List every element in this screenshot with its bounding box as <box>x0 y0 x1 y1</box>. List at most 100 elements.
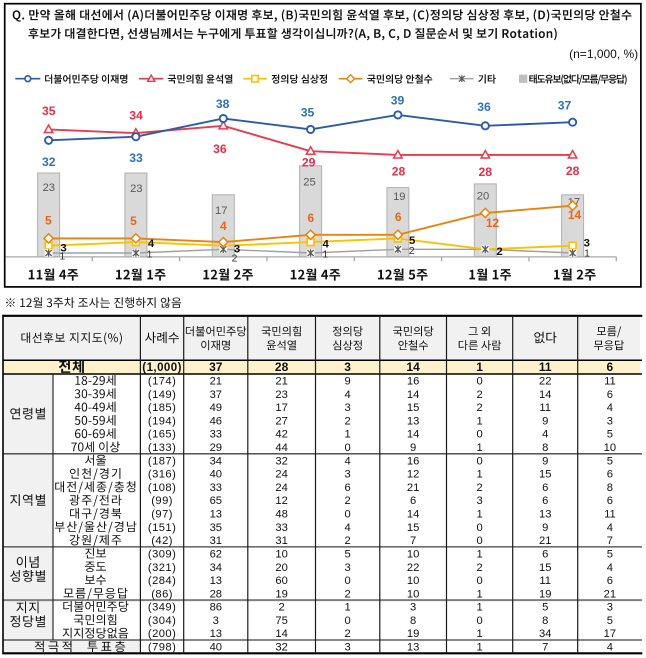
svg-text:1: 1 <box>476 628 482 640</box>
svg-text:(187): (187) <box>148 455 176 467</box>
svg-text:21: 21 <box>407 482 419 494</box>
svg-text:5: 5 <box>130 214 137 228</box>
svg-text:(194): (194) <box>148 415 176 427</box>
svg-text:21: 21 <box>275 376 287 388</box>
svg-text:6: 6 <box>542 548 548 560</box>
svg-text:2: 2 <box>476 402 482 414</box>
svg-text:4: 4 <box>542 429 548 441</box>
svg-text:0: 0 <box>476 575 482 587</box>
svg-text:75: 75 <box>275 615 287 627</box>
svg-text:1: 1 <box>344 602 350 614</box>
svg-text:5: 5 <box>607 615 613 627</box>
svg-text:17: 17 <box>215 205 227 217</box>
svg-text:6: 6 <box>542 482 548 494</box>
svg-text:11: 11 <box>539 402 551 414</box>
svg-text:4: 4 <box>607 522 613 534</box>
svg-text:2: 2 <box>476 389 482 401</box>
svg-text:(n=1,000, %): (n=1,000, %) <box>569 47 638 61</box>
svg-text:3: 3 <box>344 402 350 414</box>
svg-text:14: 14 <box>407 389 419 401</box>
svg-text:(133): (133) <box>148 442 176 454</box>
svg-text:13: 13 <box>210 628 222 640</box>
svg-text:14: 14 <box>568 208 582 222</box>
svg-text:6: 6 <box>308 211 315 225</box>
svg-text:6: 6 <box>607 469 613 481</box>
svg-text:6: 6 <box>344 482 350 494</box>
svg-text:4: 4 <box>344 522 350 534</box>
svg-text:17: 17 <box>604 628 616 640</box>
svg-text:(349): (349) <box>148 602 176 614</box>
svg-text:13: 13 <box>210 575 222 587</box>
svg-text:8: 8 <box>542 442 548 454</box>
svg-text:62: 62 <box>210 548 222 560</box>
svg-text:(309): (309) <box>148 548 176 560</box>
svg-text:3: 3 <box>476 495 482 507</box>
svg-text:10: 10 <box>407 588 419 600</box>
svg-text:2: 2 <box>476 562 482 574</box>
svg-text:2: 2 <box>496 246 502 258</box>
svg-text:(86): (86) <box>151 588 173 600</box>
svg-text:(200): (200) <box>148 628 176 640</box>
svg-text:1: 1 <box>476 548 482 560</box>
svg-text:4: 4 <box>148 238 155 250</box>
svg-text:1: 1 <box>476 442 482 454</box>
svg-text:16: 16 <box>407 455 419 467</box>
svg-text:19: 19 <box>539 588 551 600</box>
svg-text:39: 39 <box>391 94 405 108</box>
svg-text:11: 11 <box>539 575 551 587</box>
svg-text:4: 4 <box>323 239 330 251</box>
svg-text:17: 17 <box>275 402 287 414</box>
svg-text:3: 3 <box>344 360 351 374</box>
svg-text:33: 33 <box>275 522 287 534</box>
svg-text:1: 1 <box>476 602 482 614</box>
svg-text:31: 31 <box>210 535 222 547</box>
svg-text:2: 2 <box>344 628 350 640</box>
svg-text:14: 14 <box>407 429 419 441</box>
svg-text:32: 32 <box>42 155 56 169</box>
svg-text:0: 0 <box>476 429 482 441</box>
svg-text:12: 12 <box>407 469 419 481</box>
svg-text:36: 36 <box>213 142 227 156</box>
svg-text:15: 15 <box>539 469 551 481</box>
svg-text:4: 4 <box>607 402 613 414</box>
svg-text:28: 28 <box>392 164 406 178</box>
svg-text:0: 0 <box>344 442 350 454</box>
svg-text:5: 5 <box>607 548 613 560</box>
svg-text:31: 31 <box>275 535 287 547</box>
svg-text:14: 14 <box>407 509 419 521</box>
svg-text:33: 33 <box>210 482 222 494</box>
svg-text:3: 3 <box>344 642 350 654</box>
svg-text:9: 9 <box>410 442 416 454</box>
svg-text:2: 2 <box>232 253 238 264</box>
svg-text:13: 13 <box>539 509 551 521</box>
svg-text:33: 33 <box>210 429 222 441</box>
svg-text:(165): (165) <box>148 429 176 441</box>
svg-text:(1,000): (1,000) <box>142 362 182 374</box>
svg-text:34: 34 <box>129 108 143 122</box>
svg-text:28: 28 <box>210 588 222 600</box>
svg-text:5: 5 <box>607 429 613 441</box>
svg-text:60: 60 <box>275 575 287 587</box>
svg-text:(321): (321) <box>148 562 176 574</box>
svg-text:1: 1 <box>344 429 350 441</box>
svg-text:33: 33 <box>129 151 143 165</box>
svg-text:12: 12 <box>486 216 500 230</box>
svg-text:4: 4 <box>344 455 350 467</box>
svg-text:1: 1 <box>584 249 590 260</box>
svg-text:28: 28 <box>479 165 493 179</box>
svg-text:(108): (108) <box>148 482 176 494</box>
svg-text:0: 0 <box>476 535 482 547</box>
svg-text:34: 34 <box>210 562 222 574</box>
svg-text:(316): (316) <box>148 469 176 481</box>
svg-text:(99): (99) <box>151 495 173 507</box>
svg-text:16: 16 <box>407 376 419 388</box>
svg-text:5: 5 <box>45 213 52 227</box>
svg-text:28: 28 <box>275 360 289 374</box>
svg-text:19: 19 <box>407 628 419 640</box>
svg-text:0: 0 <box>344 615 350 627</box>
svg-text:21: 21 <box>539 535 551 547</box>
svg-text:1: 1 <box>476 415 482 427</box>
svg-text:22: 22 <box>539 376 551 388</box>
svg-text:(149): (149) <box>148 389 176 401</box>
svg-text:11: 11 <box>539 360 552 374</box>
